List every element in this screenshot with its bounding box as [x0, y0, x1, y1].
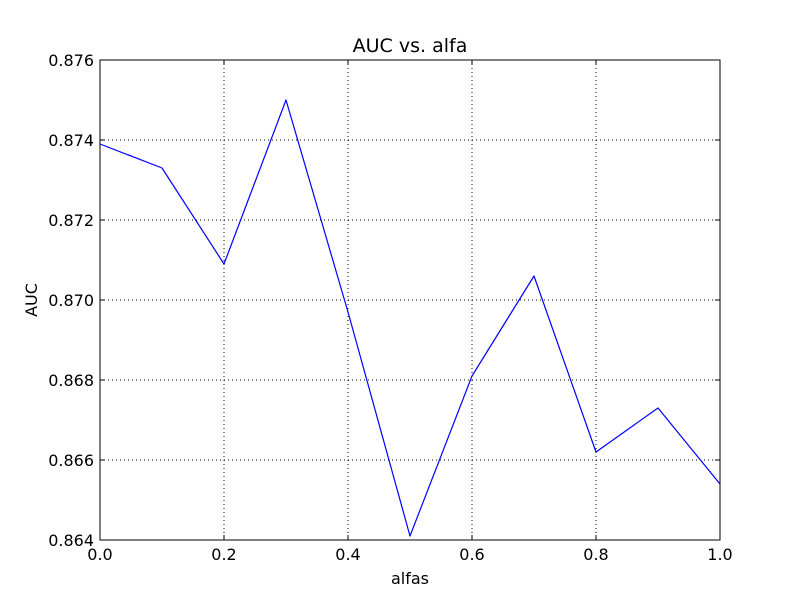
x-tick-label: 0.4	[335, 545, 360, 564]
grid-lines	[100, 60, 720, 540]
series-line	[99, 99, 721, 537]
y-tick-label: 0.872	[48, 211, 94, 230]
x-tick-label: 0.0	[87, 545, 112, 564]
y-tick-label: 0.876	[48, 51, 94, 70]
x-tick-label: 0.2	[211, 545, 236, 564]
x-tick-label: 1.0	[707, 545, 732, 564]
x-tick-labels: 0.0 0.2 0.4 0.6 0.8 1.0	[87, 545, 732, 564]
chart-title: AUC vs. alfa	[353, 35, 468, 57]
y-tick-label: 0.864	[48, 531, 94, 550]
y-tick-label: 0.868	[48, 371, 94, 390]
y-tick-label: 0.866	[48, 451, 94, 470]
tick-marks	[99, 59, 721, 541]
y-tick-labels: 0.864 0.866 0.868 0.870 0.872 0.874 0.876	[48, 51, 94, 550]
y-tick-label: 0.874	[48, 131, 94, 150]
y-axis-label: AUC	[22, 283, 41, 317]
y-tick-label: 0.870	[48, 291, 94, 310]
x-tick-label: 0.8	[583, 545, 608, 564]
x-axis-label: alfas	[391, 569, 429, 588]
x-tick-label: 0.6	[459, 545, 484, 564]
series-layer	[99, 99, 721, 537]
